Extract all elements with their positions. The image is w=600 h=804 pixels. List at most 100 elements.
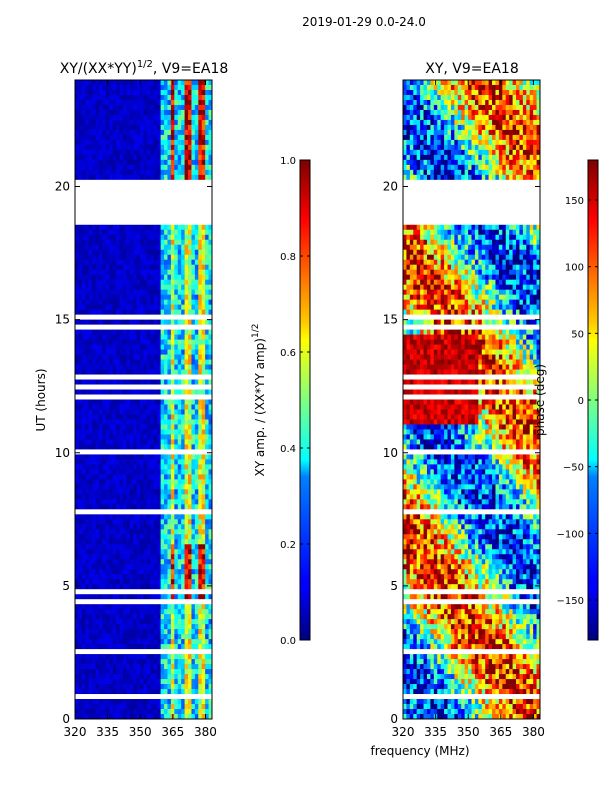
heatmap-cell (75, 80, 79, 85)
heatmap-cell (157, 479, 161, 484)
heatmap-cell (120, 689, 124, 694)
heatmap-cell (106, 464, 110, 469)
heatmap-cell (181, 484, 185, 489)
heatmap-cell (167, 559, 171, 564)
heatmap-cell (120, 549, 124, 554)
heatmap-cell (144, 310, 148, 315)
heatmap-cell (89, 624, 93, 629)
heatmap-cell (133, 474, 137, 479)
heatmap-cell (195, 240, 199, 245)
heatmap-cell (106, 559, 110, 564)
heatmap-cell (188, 584, 192, 589)
heatmap-cell (185, 225, 189, 230)
heatmap-cell (205, 105, 209, 110)
heatmap-cell (161, 155, 165, 160)
heatmap-cell (89, 534, 93, 539)
heatmap-cell (130, 439, 134, 444)
heatmap-cell (82, 624, 86, 629)
heatmap-cell (126, 115, 130, 120)
heatmap-cell (147, 245, 151, 250)
heatmap-cell (188, 115, 192, 120)
heatmap-cell (164, 80, 168, 85)
heatmap-cell (123, 419, 127, 424)
heatmap-cell (533, 145, 537, 150)
heatmap-cell (133, 335, 137, 340)
heatmap-cell (161, 639, 165, 644)
heatmap-cell (109, 100, 113, 105)
heatmap-cell (198, 100, 202, 105)
heatmap-cell (75, 100, 79, 105)
heatmap-cell (468, 140, 472, 145)
heatmap-cell (164, 380, 168, 385)
heatmap-cell (109, 579, 113, 584)
heatmap-cell (99, 624, 103, 629)
heatmap-cell (167, 664, 171, 669)
heatmap-cell (161, 355, 165, 360)
heatmap-cell (130, 644, 134, 649)
heatmap-cell (126, 489, 130, 494)
heatmap-cell (174, 529, 178, 534)
heatmap-cell (140, 110, 144, 115)
heatmap-cell (106, 539, 110, 544)
heatmap-cell (140, 514, 144, 519)
heatmap-cell (178, 380, 182, 385)
heatmap-cell (161, 275, 165, 280)
heatmap-cell (78, 709, 82, 714)
heatmap-cell (78, 90, 82, 95)
heatmap-cell (106, 499, 110, 504)
heatmap-cell (523, 85, 527, 90)
heatmap-cell (465, 110, 469, 115)
heatmap-cell (116, 559, 120, 564)
heatmap-cell (188, 85, 192, 90)
heatmap-cell (102, 679, 106, 684)
heatmap-cell (485, 125, 489, 130)
heatmap-cell (188, 225, 192, 230)
heatmap-cell (89, 400, 93, 405)
heatmap-cell (85, 95, 89, 100)
heatmap-cell (106, 549, 110, 554)
heatmap-cell (89, 275, 93, 280)
heatmap-cell (178, 230, 182, 235)
heatmap-cell (133, 479, 137, 484)
heatmap-cell (154, 464, 158, 469)
heatmap-cell (89, 584, 93, 589)
heatmap-cell (178, 504, 182, 509)
heatmap-cell (89, 499, 93, 504)
heatmap-cell (120, 679, 124, 684)
heatmap-cell (106, 699, 110, 704)
heatmap-cell (96, 619, 100, 624)
heatmap-cell (116, 85, 120, 90)
heatmap-cell (157, 559, 161, 564)
heatmap-cell (167, 489, 171, 494)
heatmap-cell (530, 90, 534, 95)
heatmap-cell (92, 280, 96, 285)
heatmap-cell (171, 604, 175, 609)
heatmap-cell (126, 240, 130, 245)
heatmap-cell (137, 95, 141, 100)
heatmap-cell (102, 419, 106, 424)
heatmap-cell (144, 355, 148, 360)
heatmap-cell (157, 175, 161, 180)
heatmap-cell (185, 554, 189, 559)
heatmap-cell (96, 165, 100, 170)
heatmap-cell (116, 419, 120, 424)
heatmap-cell (185, 424, 189, 429)
heatmap-cell (499, 150, 503, 155)
heatmap-cell (178, 305, 182, 310)
masked-row (75, 180, 212, 185)
heatmap-cell (171, 120, 175, 125)
heatmap-cell (109, 409, 113, 414)
heatmap-cell (75, 155, 79, 160)
heatmap-cell (78, 659, 82, 664)
heatmap-cell (198, 474, 202, 479)
heatmap-cell (506, 115, 510, 120)
heatmap-cell (109, 499, 113, 504)
heatmap-cell (150, 624, 154, 629)
heatmap-cell (123, 305, 127, 310)
heatmap-cell (116, 434, 120, 439)
heatmap-cell (99, 365, 103, 370)
heatmap-cell (82, 245, 86, 250)
heatmap-cell (154, 674, 158, 679)
heatmap-cell (171, 459, 175, 464)
heatmap-cell (78, 569, 82, 574)
